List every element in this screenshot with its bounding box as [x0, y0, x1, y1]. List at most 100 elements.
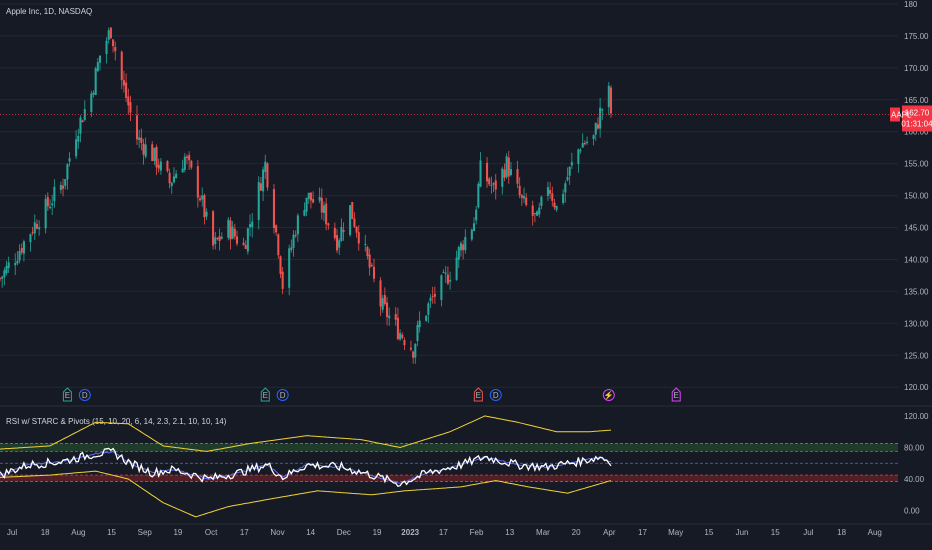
candle	[477, 181, 480, 209]
candle-body	[170, 182, 173, 187]
candle	[320, 188, 323, 220]
candle-body	[155, 146, 158, 168]
candle	[7, 256, 10, 274]
candle	[257, 176, 260, 230]
candle-body	[75, 139, 78, 157]
candle-body	[433, 293, 436, 297]
candle-body	[188, 155, 191, 161]
candle-body	[201, 195, 204, 200]
candle	[190, 160, 193, 170]
price-axis-tick-label: 155.00	[904, 160, 929, 169]
candle-body	[244, 245, 247, 249]
candle	[342, 222, 345, 241]
candle-body	[122, 80, 125, 86]
candle-body	[305, 197, 308, 212]
candle	[518, 177, 521, 199]
candle-body	[551, 193, 554, 201]
candle	[416, 320, 419, 347]
candle-body	[249, 224, 252, 228]
candle-body	[127, 96, 130, 106]
candle-body	[322, 205, 326, 213]
candle-body	[388, 315, 391, 319]
candle	[322, 201, 326, 222]
candle	[281, 267, 284, 295]
candle	[579, 148, 582, 154]
candle-body	[279, 256, 282, 274]
time-axis-tick-label: Sep	[138, 528, 153, 537]
candle-body	[138, 137, 141, 141]
candle	[368, 248, 371, 276]
candle	[114, 41, 117, 61]
candle	[570, 152, 573, 169]
candle-body	[257, 182, 260, 220]
candle	[305, 197, 308, 217]
price-axis-tick-label: 170.00	[904, 64, 929, 73]
candle	[79, 115, 82, 143]
time-axis-tick-label: 2023	[401, 528, 419, 537]
candle	[490, 176, 493, 194]
candle-body	[449, 280, 452, 282]
rsi-line	[0, 447, 612, 488]
candle-body	[125, 82, 128, 98]
event-marker-earnings: E	[260, 387, 270, 402]
candle-body	[601, 109, 604, 111]
candle	[566, 167, 569, 182]
candle-body	[251, 221, 254, 228]
candle-body	[494, 180, 497, 190]
time-axis-tick-label: Apr	[603, 528, 616, 537]
event-marker-split: ⚡	[602, 389, 615, 401]
candle	[364, 234, 367, 252]
candle-body	[140, 137, 143, 143]
candle-body	[62, 185, 65, 189]
candle-body	[107, 30, 110, 40]
candle	[431, 286, 434, 304]
earnings-icon	[62, 387, 72, 402]
price-axis-tick-label: 130.00	[904, 319, 929, 328]
candle	[46, 192, 49, 211]
candle-body	[507, 157, 510, 177]
candle-body	[479, 160, 482, 187]
candle	[142, 138, 145, 165]
candle	[379, 277, 382, 316]
candle	[92, 90, 95, 98]
candle-body	[368, 254, 371, 268]
price-axis-tick-label: 145.00	[904, 224, 929, 233]
time-axis-tick-label: Mar	[536, 528, 550, 537]
candle-body	[262, 169, 265, 192]
rsi-axis-tick-label: 40.00	[904, 475, 925, 484]
candle-body	[414, 343, 417, 358]
candle	[44, 194, 47, 234]
candle-body	[281, 271, 284, 289]
candle-body	[172, 176, 175, 183]
time-axis-tick-label: May	[668, 528, 683, 537]
candle-body	[366, 247, 369, 257]
candle	[16, 251, 19, 266]
candle-body	[3, 270, 6, 278]
candle	[429, 294, 432, 308]
candle	[385, 296, 389, 326]
candle-body	[594, 122, 597, 135]
candle-body	[29, 234, 32, 243]
candle-body	[309, 192, 312, 201]
candle	[62, 178, 65, 197]
candle-body	[151, 144, 154, 162]
candle	[288, 244, 291, 296]
candle	[601, 108, 604, 120]
candle-body	[505, 156, 508, 178]
candle-body	[120, 51, 123, 81]
candle-body	[292, 234, 295, 248]
candle	[488, 176, 491, 187]
candle	[399, 329, 402, 341]
candle	[394, 307, 397, 326]
candle-body	[566, 176, 569, 181]
candle	[1, 275, 4, 288]
candle	[48, 199, 52, 210]
time-axis-tick-label: 17	[439, 528, 448, 537]
candle	[140, 128, 143, 151]
candle-body	[135, 115, 139, 140]
event-marker-earnings: E	[473, 387, 483, 402]
split-icon	[602, 389, 615, 401]
candle	[112, 39, 115, 53]
dividend-icon	[489, 389, 502, 401]
